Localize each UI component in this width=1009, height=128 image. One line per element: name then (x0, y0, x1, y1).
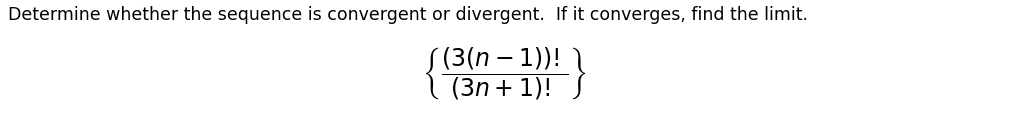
Text: Determine whether the sequence is convergent or divergent.  If it converges, fin: Determine whether the sequence is conver… (8, 6, 808, 24)
Text: $\left\{\dfrac{(3(n-1))!}{(3n+1)!}\right\}$: $\left\{\dfrac{(3(n-1))!}{(3n+1)!}\right… (422, 46, 587, 102)
